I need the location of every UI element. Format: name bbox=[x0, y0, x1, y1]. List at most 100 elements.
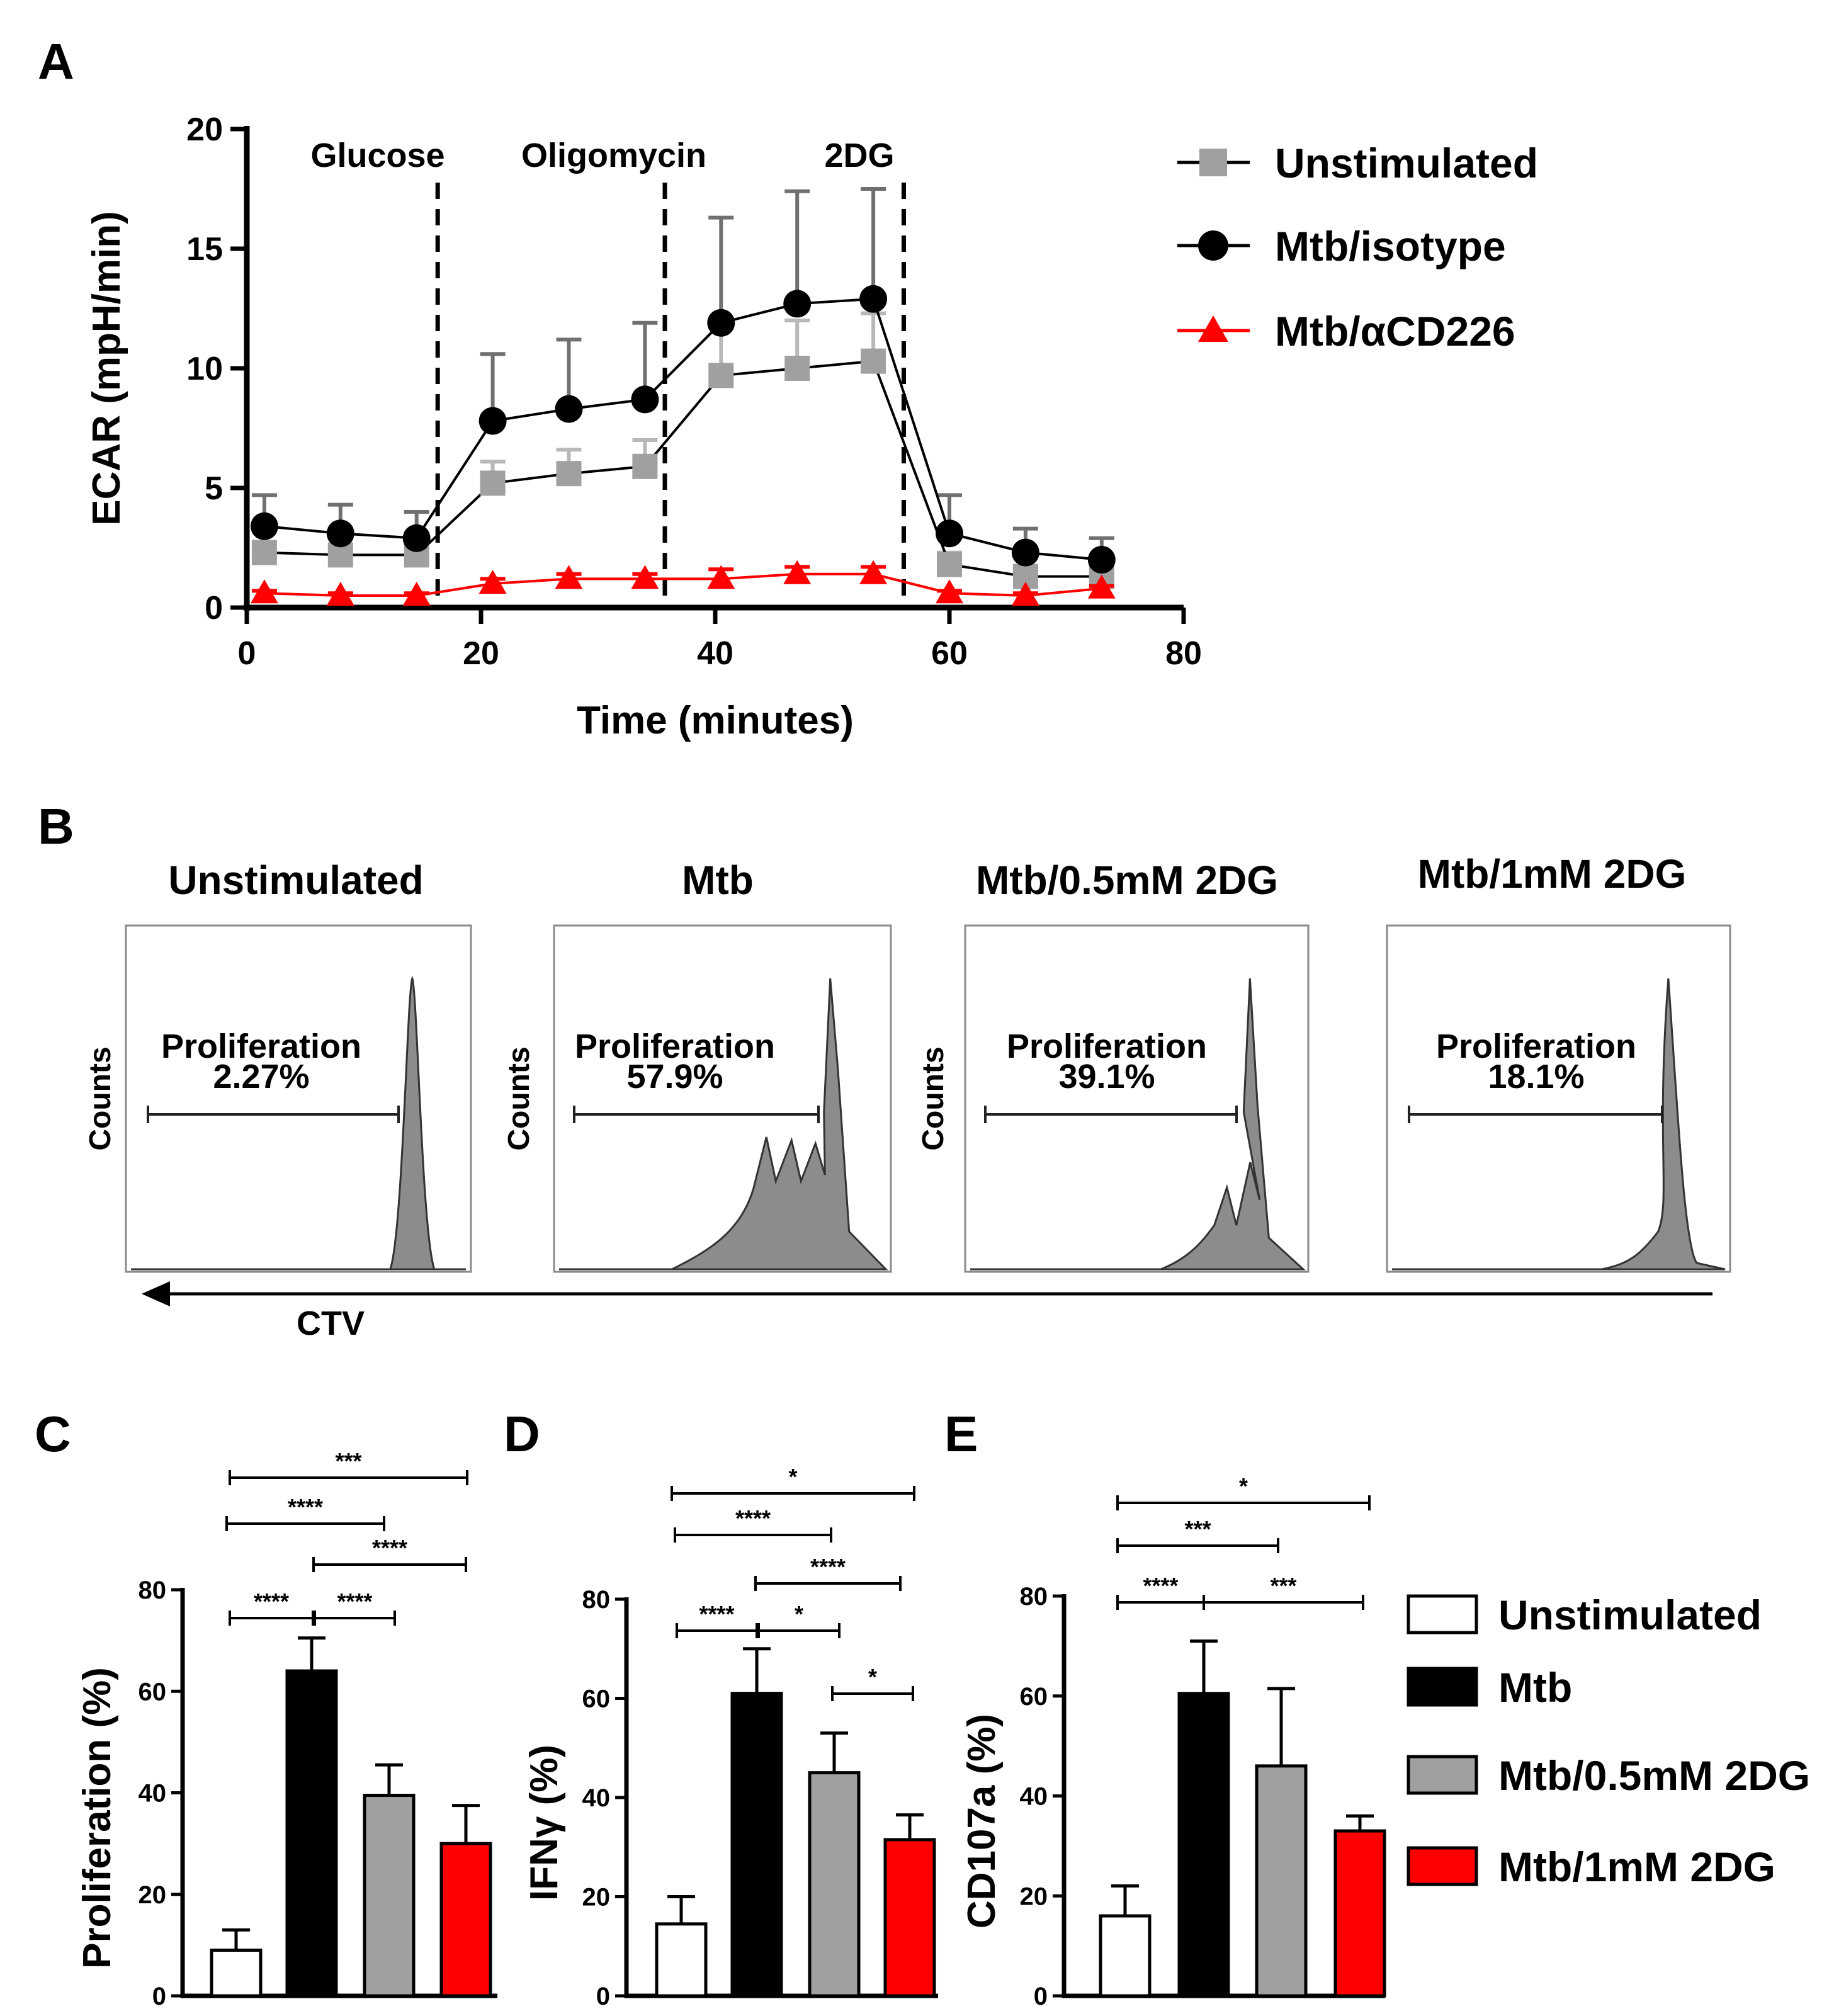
significance-label: * bbox=[868, 1664, 877, 1690]
data-point-circle bbox=[478, 407, 507, 435]
bar-legend-label: Mtb bbox=[1498, 1664, 1572, 1711]
y-tick-label-20: 20 bbox=[1020, 1883, 1048, 1910]
data-point-circle bbox=[859, 285, 888, 313]
data-point-triangle bbox=[631, 565, 659, 589]
gate-value: 39.1% bbox=[1058, 1058, 1155, 1096]
y-tick-label-60: 60 bbox=[582, 1685, 611, 1713]
data-point-triangle bbox=[250, 579, 278, 604]
histogram-fill bbox=[970, 978, 1306, 1271]
bar-mtb-1mm-2dg bbox=[1333, 1829, 1386, 1998]
counts-axis-label: Counts bbox=[84, 1046, 117, 1150]
y-tick-label-80: 80 bbox=[139, 1577, 167, 1604]
ctv-axis-label: CTV bbox=[297, 1305, 365, 1342]
x-tick-label-20: 20 bbox=[463, 635, 499, 672]
y-tick-label-40: 40 bbox=[1020, 1783, 1048, 1811]
data-point-square bbox=[251, 540, 277, 565]
data-point-circle bbox=[1087, 546, 1116, 574]
legend-label: Mtb/αCD226 bbox=[1275, 308, 1515, 354]
data-point-triangle bbox=[707, 565, 735, 589]
y-tick-label-15: 15 bbox=[186, 231, 223, 268]
bar-mtb-1mm-2dg bbox=[439, 1842, 492, 1998]
bar-unstimulated bbox=[655, 1922, 708, 1998]
significance-label: *** bbox=[335, 1448, 361, 1474]
panel-a-ecar-chart: 0 5 10 15 20 0 20 40 60 80 Time (minutes) ECAR (mpH… bbox=[85, 111, 1538, 742]
legend-label: Unstimulated bbox=[1275, 140, 1538, 186]
y-axis-title: Proliferation (%) bbox=[76, 1667, 119, 1969]
bar-mtb bbox=[285, 1669, 338, 1998]
significance-label: **** bbox=[372, 1535, 407, 1561]
panel-letter-c: C bbox=[35, 1406, 71, 1462]
bar-legend-label: Unstimulated bbox=[1498, 1592, 1762, 1638]
y-axis-title: ECAR (mpH/min) bbox=[85, 211, 128, 525]
y-tick-label-20: 20 bbox=[186, 111, 223, 148]
x-tick-label-40: 40 bbox=[697, 635, 733, 672]
panel-letter-d: D bbox=[504, 1406, 540, 1462]
gate-value: 2.27% bbox=[213, 1058, 309, 1096]
y-tick-label-60: 60 bbox=[139, 1678, 167, 1706]
histogram-fill bbox=[131, 975, 466, 1271]
y-tick-label-80: 80 bbox=[1020, 1583, 1048, 1611]
legend-marker-square bbox=[1199, 149, 1227, 176]
y-tick-label-80: 80 bbox=[582, 1586, 611, 1614]
y-tick-label-0: 0 bbox=[205, 590, 223, 626]
bar-legend-swatch bbox=[1407, 1755, 1478, 1795]
ctv-arrow-head bbox=[142, 1281, 170, 1306]
data-point-circle bbox=[402, 524, 431, 552]
gate-label: Proliferation bbox=[1436, 1028, 1636, 1065]
injection-label-glucose: Glucose bbox=[310, 137, 444, 174]
data-point-square bbox=[708, 363, 734, 388]
y-tick-label-0: 0 bbox=[1034, 1983, 1048, 2010]
data-point-triangle bbox=[859, 560, 888, 584]
series-line bbox=[264, 297, 1102, 561]
data-point-triangle bbox=[555, 565, 583, 589]
bar-mtb-0-5mm-2dg bbox=[808, 1771, 861, 1998]
bar-legend-swatch bbox=[1407, 1667, 1478, 1707]
y-tick-label-0: 0 bbox=[152, 1983, 166, 2010]
panel-letter-e: E bbox=[944, 1406, 978, 1462]
bar-legend: Unstimulated Mtb Mtb/0.5mM 2DG Mtb/1mM 2DG bbox=[1407, 1592, 1810, 1890]
data-point-circle bbox=[250, 512, 278, 540]
data-point-circle bbox=[631, 385, 659, 414]
significance-label: *** bbox=[1270, 1573, 1296, 1599]
series-line bbox=[264, 572, 1102, 597]
bar-legend-item-unstimulated: Unstimulated bbox=[1407, 1592, 1762, 1638]
gate-label: Proliferation bbox=[161, 1028, 361, 1065]
significance-label: **** bbox=[735, 1505, 771, 1531]
legend-marker-triangle bbox=[1198, 315, 1228, 342]
data-point-triangle bbox=[402, 582, 431, 606]
legend-label: Mtb/isotype bbox=[1275, 223, 1506, 269]
series-mtb-isotype bbox=[250, 187, 1116, 574]
line-legend: Unstimulated Mtb/isotype Mtb/αCD226 bbox=[1177, 140, 1538, 354]
bar-mtb-0-5mm-2dg bbox=[1255, 1764, 1308, 1998]
data-point-square bbox=[632, 453, 658, 479]
y-tick-label-10: 10 bbox=[186, 351, 223, 387]
data-point-circle bbox=[1011, 538, 1039, 567]
legend-item-mtb-cd226: Mtb/αCD226 bbox=[1177, 308, 1515, 354]
series-line bbox=[264, 360, 1102, 578]
bar-legend-swatch bbox=[1407, 1594, 1478, 1634]
data-point-triangle bbox=[783, 560, 812, 584]
series-unstimulated bbox=[251, 311, 1114, 589]
significance-label: *** bbox=[1184, 1516, 1211, 1542]
data-point-square bbox=[937, 552, 962, 577]
significance-label: **** bbox=[1143, 1573, 1178, 1599]
data-point-triangle bbox=[1011, 582, 1039, 606]
legend-marker-circle bbox=[1198, 230, 1228, 261]
bar-unstimulated bbox=[210, 1948, 263, 1998]
data-point-circle bbox=[555, 395, 583, 423]
bar-legend-item-mtb-1mm-2dg: Mtb/1mM 2DG bbox=[1407, 1843, 1775, 1890]
data-point-square bbox=[556, 461, 582, 487]
significance-label: **** bbox=[810, 1554, 846, 1580]
significance-label: * bbox=[1239, 1473, 1248, 1499]
gate-value: 18.1% bbox=[1488, 1058, 1584, 1096]
gate-value: 57.9% bbox=[626, 1058, 723, 1096]
panel-letter-a: A bbox=[38, 33, 74, 89]
series-mtb-cd226 bbox=[250, 560, 1116, 606]
